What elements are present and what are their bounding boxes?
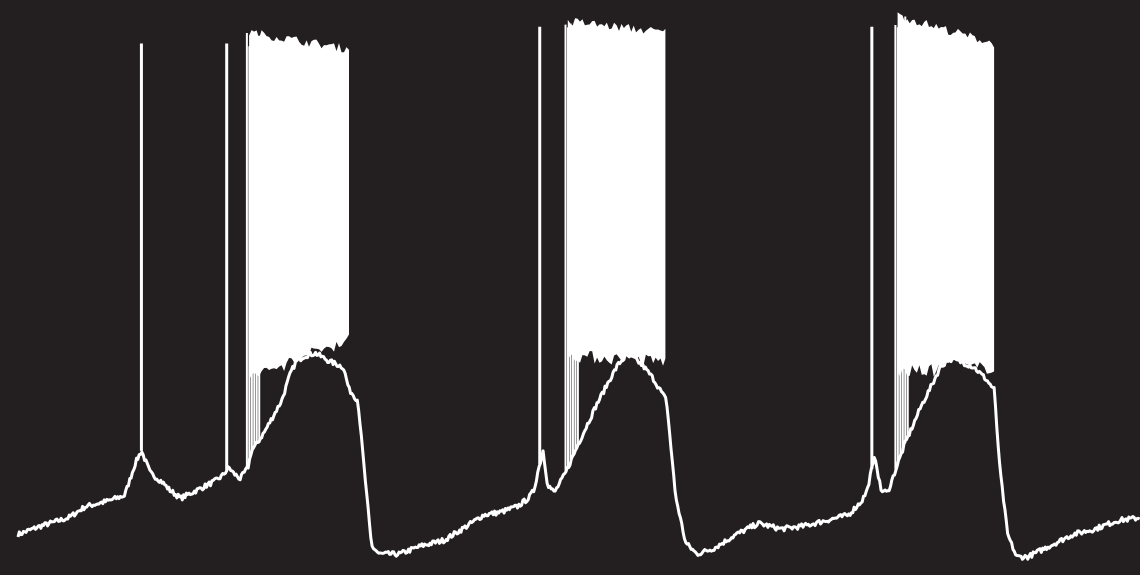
burst-1 xyxy=(245,30,349,470)
burst-2-envelope xyxy=(567,18,666,366)
trace-baseline xyxy=(16,350,1140,561)
burst-layer xyxy=(245,12,995,474)
baseline-layer xyxy=(16,350,1140,561)
spike-layer xyxy=(139,26,874,471)
burst-1-envelope xyxy=(249,30,349,380)
burst-3-envelope xyxy=(897,12,995,378)
burst-2 xyxy=(564,18,666,474)
burst-3 xyxy=(894,12,995,471)
